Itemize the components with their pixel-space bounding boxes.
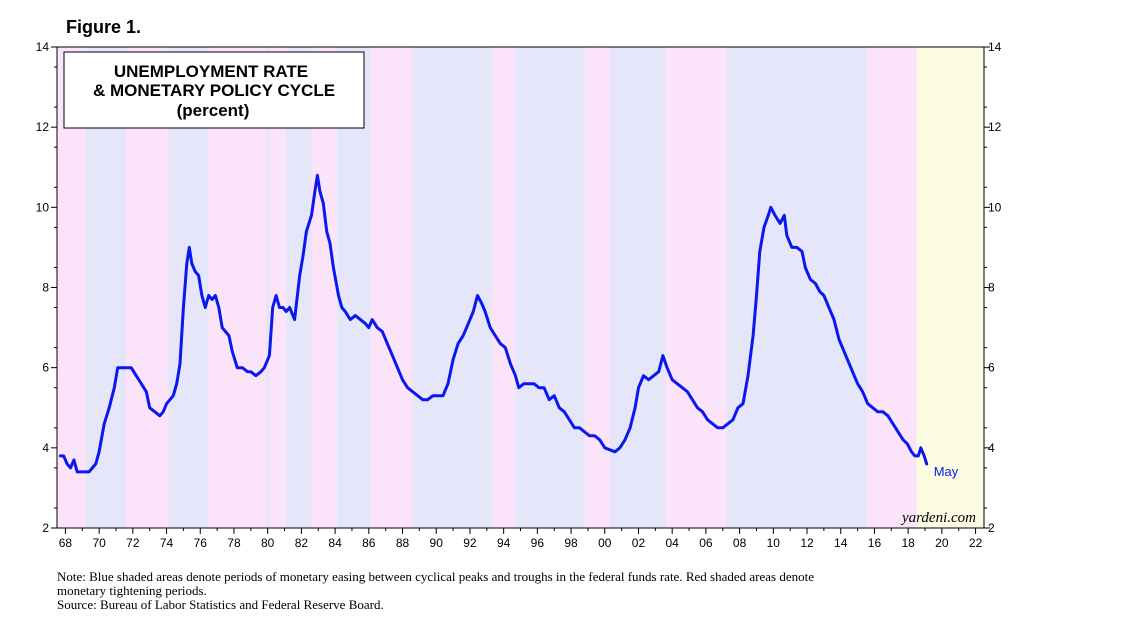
shade-tightening-14 [584,47,610,528]
y-tick-label-left: 12 [36,120,50,134]
shade-easing-17 [726,47,867,528]
x-tick-label: 78 [227,536,241,550]
x-tick-label: 96 [531,536,545,550]
x-tick-label: 82 [295,536,309,550]
shade-tightening-10 [370,47,413,528]
y-tick-label-left: 10 [36,200,50,214]
y-tick-label-left: 14 [36,40,50,54]
shade-easing-15 [609,47,666,528]
shade-tightening-18 [866,47,917,528]
shade-easing-5 [265,47,270,528]
note-line-1: Note: Blue shaded areas denote periods o… [57,569,814,584]
x-tick-label: 06 [699,536,713,550]
series-line-unemployment-rate [58,173,929,474]
watermark: yardeni.com [900,510,976,526]
y-tick-label-right: 10 [988,200,1002,214]
y-tick-label-left: 4 [42,441,49,455]
x-tick-label: 88 [396,536,410,550]
y-tick-label-right: 8 [988,281,995,295]
y-tick-label-left: 2 [42,521,49,535]
chart-title-line3: (percent) [177,101,250,120]
y-tick-label-left: 6 [42,361,49,375]
x-tick-label: 04 [666,536,680,550]
x-tick-label: 20 [935,536,949,550]
x-tick-label: 10 [767,536,781,550]
legend-box: UNEMPLOYMENT RATE & MONETARY POLICY CYCL… [63,51,365,129]
x-tick-label: 84 [328,536,342,550]
figure-label: Figure 1. [66,17,142,37]
shade-tightening-12 [491,47,516,528]
x-tick-label: 80 [261,536,275,550]
x-tick-label: 02 [632,536,646,550]
chart-title-line1: UNEMPLOYMENT RATE [114,62,308,81]
shade-easing-13 [515,47,585,528]
latest-month-annotation: May [934,464,959,479]
y-tick-label-right: 6 [988,361,995,375]
x-tick-label: 08 [733,536,747,550]
x-tick-label: 98 [564,536,578,550]
shade-tightening-16 [665,47,727,528]
x-tick-label: 76 [194,536,208,550]
chart-title-line2: & MONETARY POLICY CYCLE [93,81,335,100]
x-tick-label: 12 [800,536,814,550]
x-tick-label: 74 [160,536,174,550]
source-line: Source: Bureau of Labor Statistics and F… [57,597,384,612]
x-tick-label: 92 [463,536,477,550]
x-tick-label: 72 [126,536,140,550]
y-tick-label-right: 4 [988,441,995,455]
x-tick-label: 00 [598,536,612,550]
y-tick-label-right: 2 [988,521,995,535]
x-tick-label: 14 [834,536,848,550]
x-tick-label: 86 [362,536,376,550]
x-tick-label: 18 [901,536,915,550]
note-line-2: monetary tightening periods. [57,583,207,598]
y-tick-label-right: 14 [988,40,1002,54]
x-tick-label: 94 [497,536,511,550]
x-tick-label: 16 [868,536,882,550]
shade-tightening-6 [269,47,287,528]
x-tick-label: 22 [969,536,983,550]
shade-forecast-19 [916,47,984,528]
y-tick-label-right: 12 [988,120,1002,134]
x-tick-label: 70 [92,536,106,550]
y-tick-label-left: 8 [42,281,49,295]
x-tick-label: 90 [430,536,444,550]
shade-easing-11 [412,47,492,528]
x-tick-label: 68 [59,536,73,550]
notes: Note: Blue shaded areas denote periods o… [57,570,1017,612]
